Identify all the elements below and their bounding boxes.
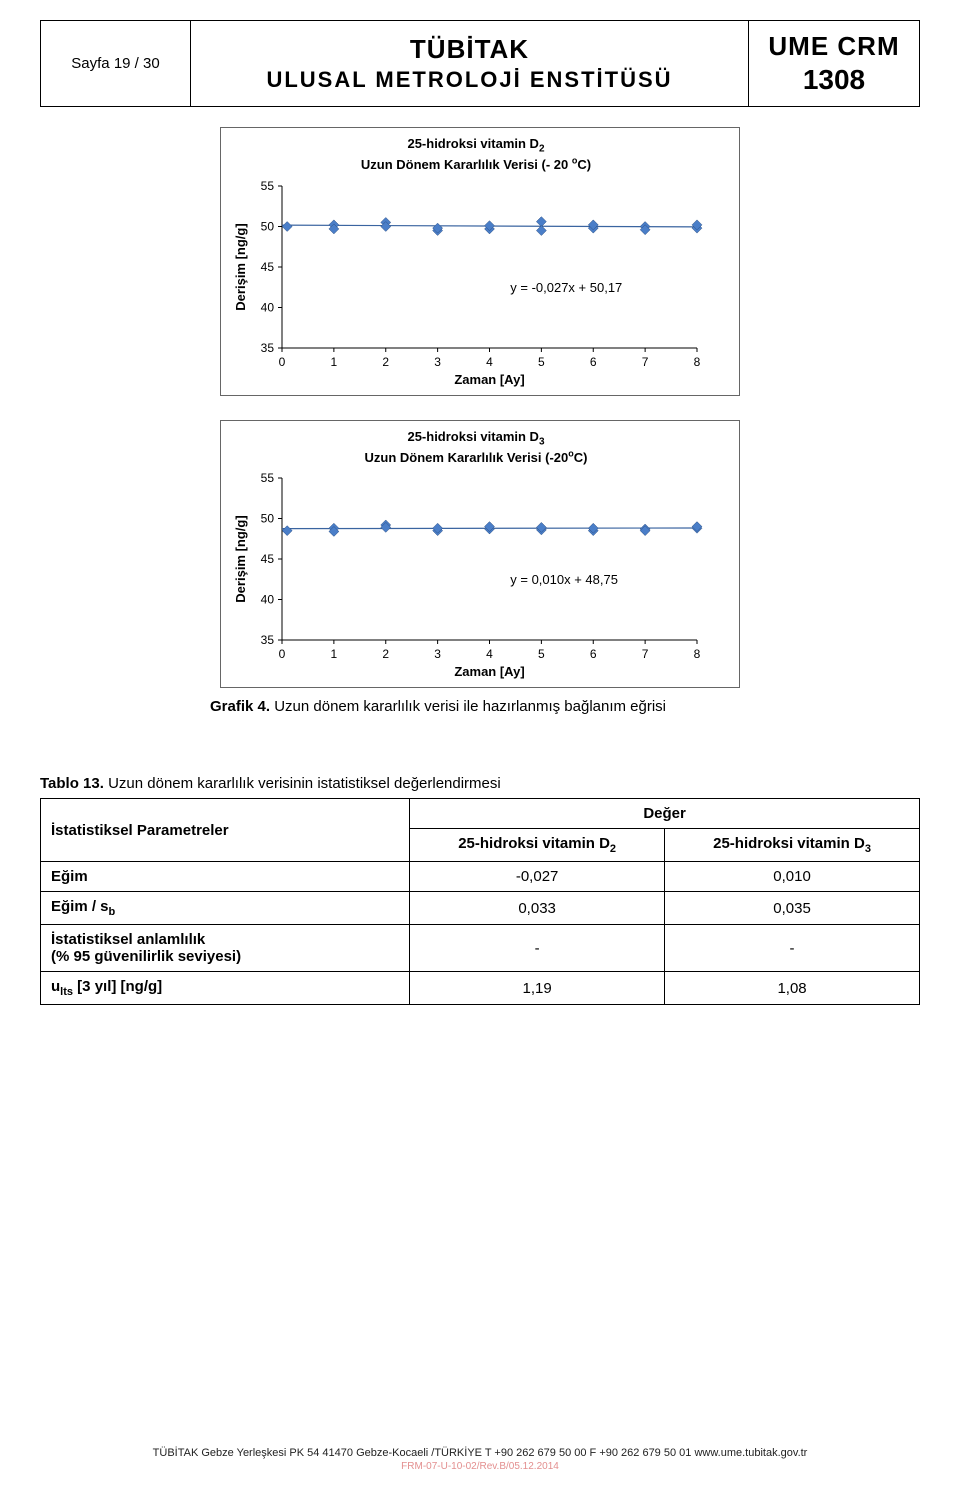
row-value-d3: - [665,925,920,972]
th-d2-sub: 2 [610,843,616,855]
row-header: Eğim [41,862,410,892]
svg-text:Zaman [Ay]: Zaman [Ay] [454,664,524,679]
row-value-d3: 0,010 [665,862,920,892]
row-value-d2: -0,027 [410,862,665,892]
row-value-d3: 0,035 [665,892,920,925]
svg-text:2: 2 [382,647,389,661]
table-caption-label: Tablo 13. [40,775,104,792]
svg-text:7: 7 [642,355,649,369]
svg-text:6: 6 [590,647,597,661]
doc-institution: TÜBİTAK ULUSAL METROLOJİ ENSTİTÜSÜ [191,21,749,106]
svg-text:0: 0 [279,647,286,661]
row-value-d2: - [410,925,665,972]
svg-text:40: 40 [261,593,275,607]
row-header: Eğim / sb [41,892,410,925]
row-header: ults [3 yıl] [ng/g] [41,972,410,1005]
table-row: İstatistiksel anlamlılık(% 95 güvenilirl… [41,925,920,972]
chart-d2-title: 25-hidroksi vitamin D2 Uzun Dönem Kararl… [227,136,725,174]
doc-code: UME CRM 1308 [749,21,919,106]
table-caption-text: Uzun dönem kararlılık verisinin istatist… [104,775,501,792]
svg-text:Zaman [Ay]: Zaman [Ay] [454,372,524,387]
table-row: Eğim-0,0270,010 [41,862,920,892]
title-main: TÜBİTAK [410,34,529,65]
svg-text:4: 4 [486,647,493,661]
figure-caption-label: Grafik 4. [210,698,270,715]
chart-d3-title-line1: 25-hidroksi vitamin D [407,429,538,444]
svg-text:45: 45 [261,552,275,566]
figure-caption: Grafik 4. Uzun dönem kararlılık verisi i… [210,698,920,715]
chart-d3: 25-hidroksi vitamin D3 Uzun Dönem Kararl… [220,420,740,689]
svg-text:55: 55 [261,471,275,485]
row-header: İstatistiksel anlamlılık(% 95 güvenilirl… [41,925,410,972]
svg-text:35: 35 [261,633,275,647]
chart-d2: 25-hidroksi vitamin D2 Uzun Dönem Kararl… [220,127,740,396]
svg-text:55: 55 [261,179,275,193]
svg-text:y = -0,027x + 50,17: y = -0,027x + 50,17 [510,280,622,295]
stats-table: İstatistiksel Parametreler Değer 25-hidr… [40,798,920,1005]
chart-d3-title: 25-hidroksi vitamin D3 Uzun Dönem Kararl… [227,429,725,467]
chart-d2-title-line1: 25-hidroksi vitamin D [407,136,538,151]
header-bar: Sayfa 19 / 30 TÜBİTAK ULUSAL METROLOJİ E… [40,20,920,107]
row-value-d2: 1,19 [410,972,665,1005]
title-sub: ULUSAL METROLOJİ ENSTİTÜSÜ [266,67,672,93]
svg-text:1: 1 [331,647,338,661]
row-value-d2: 0,033 [410,892,665,925]
svg-text:1: 1 [331,355,338,369]
svg-text:3: 3 [434,355,441,369]
svg-text:2: 2 [382,355,389,369]
th-value-group: Değer [410,799,920,829]
svg-text:8: 8 [694,355,701,369]
footer-revision: FRM-07-U-10-02/Rev.B/05.12.2014 [0,1461,960,1472]
figure-caption-text: Uzun dönem kararlılık verisi ile hazırla… [270,698,666,715]
svg-text:4: 4 [486,355,493,369]
row-value-d3: 1,08 [665,972,920,1005]
svg-text:0: 0 [279,355,286,369]
table-row: Eğim / sb0,0330,035 [41,892,920,925]
svg-text:50: 50 [261,219,275,233]
svg-text:7: 7 [642,647,649,661]
svg-text:40: 40 [261,300,275,314]
chart-d3-title-sub: 3 [539,436,545,447]
chart-d2-title-line2b: C) [577,157,591,172]
svg-text:6: 6 [590,355,597,369]
th-d3: 25-hidroksi vitamin D3 [665,829,920,862]
svg-text:50: 50 [261,512,275,526]
th-d2-text: 25-hidroksi vitamin D [458,835,610,852]
svg-text:Derişim [ng/g]: Derişim [ng/g] [233,516,248,603]
crm-number: 1308 [803,64,865,96]
crm-label: UME CRM [768,31,899,62]
chart-d2-title-sub: 2 [539,144,545,155]
svg-text:35: 35 [261,341,275,355]
svg-text:5: 5 [538,355,545,369]
chart-d3-title-line2: Uzun Dönem Kararlılık Verisi (-20 [365,450,569,465]
th-d2: 25-hidroksi vitamin D2 [410,829,665,862]
chart-d3-svg: 3540455055012345678y = 0,010x + 48,75Der… [227,470,717,680]
chart-d3-title-line2b: C) [574,450,588,465]
page-footer: TÜBİTAK Gebze Yerleşkesi PK 54 41470 Geb… [0,1447,960,1472]
svg-text:y = 0,010x + 48,75: y = 0,010x + 48,75 [510,572,618,587]
footer-line: TÜBİTAK Gebze Yerleşkesi PK 54 41470 Geb… [0,1447,960,1459]
chart-d2-title-line2: Uzun Dönem Kararlılık Verisi (- 20 [361,157,572,172]
svg-text:3: 3 [434,647,441,661]
th-parameters: İstatistiksel Parametreler [41,799,410,862]
table-caption: Tablo 13. Uzun dönem kararlılık verisini… [40,775,920,792]
th-d3-text: 25-hidroksi vitamin D [713,835,865,852]
svg-text:45: 45 [261,260,275,274]
svg-text:Derişim [ng/g]: Derişim [ng/g] [233,223,248,310]
table-row: ults [3 yıl] [ng/g]1,191,08 [41,972,920,1005]
th-d3-sub: 3 [865,843,871,855]
page-number: Sayfa 19 / 30 [41,21,191,106]
chart-d2-svg: 3540455055012345678y = -0,027x + 50,17De… [227,178,717,388]
svg-text:5: 5 [538,647,545,661]
svg-text:8: 8 [694,647,701,661]
